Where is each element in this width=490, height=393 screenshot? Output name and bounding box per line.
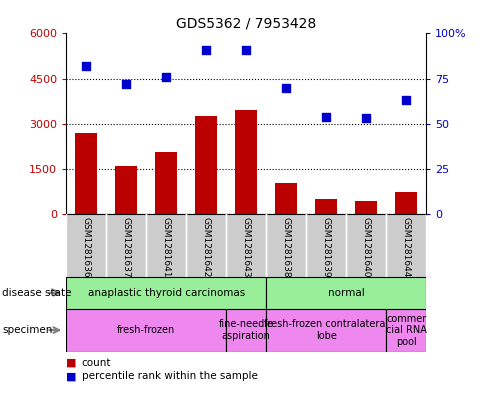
Bar [66,309,226,352]
Text: GSM1281641: GSM1281641 [162,217,171,278]
Bar [75,133,97,214]
Bar [235,110,257,214]
Text: GSM1281642: GSM1281642 [202,217,211,278]
Text: GSM1281638: GSM1281638 [282,217,291,278]
Bar [226,309,266,352]
Text: normal: normal [328,288,365,298]
Text: percentile rank within the sample: percentile rank within the sample [82,371,258,382]
Text: ■: ■ [66,371,76,382]
Bar [115,166,137,214]
Text: fresh-frozen contralateral
lobe: fresh-frozen contralateral lobe [264,320,388,341]
Bar [266,309,386,352]
Text: GSM1281639: GSM1281639 [322,217,331,278]
Text: GSM1281640: GSM1281640 [362,217,371,278]
Point [82,63,90,69]
Point [282,84,290,91]
Text: ■: ■ [66,358,76,368]
Text: disease state: disease state [2,288,72,298]
Point [242,46,250,53]
Point [363,115,370,121]
Bar [315,199,337,214]
Point [202,46,210,53]
Point [122,81,130,87]
Text: GSM1281636: GSM1281636 [82,217,91,278]
Text: count: count [82,358,111,368]
Point [322,114,330,120]
Bar [195,116,217,214]
Text: specimen: specimen [2,325,53,335]
Text: GSM1281644: GSM1281644 [402,217,411,278]
Bar [275,182,297,214]
Bar [355,200,377,214]
Text: commer
cial RNA
pool: commer cial RNA pool [386,314,427,347]
Bar [266,277,426,309]
Point [402,97,410,103]
Text: GSM1281643: GSM1281643 [242,217,251,278]
Text: fine-needle
aspiration: fine-needle aspiration [219,320,274,341]
Bar [155,152,177,214]
Text: fresh-frozen: fresh-frozen [117,325,175,335]
Bar [395,191,417,214]
Point [162,73,170,80]
Title: GDS5362 / 7953428: GDS5362 / 7953428 [176,17,317,31]
Text: GSM1281637: GSM1281637 [122,217,131,278]
Bar [66,277,266,309]
Bar [386,309,426,352]
Text: anaplastic thyroid carcinomas: anaplastic thyroid carcinomas [88,288,245,298]
